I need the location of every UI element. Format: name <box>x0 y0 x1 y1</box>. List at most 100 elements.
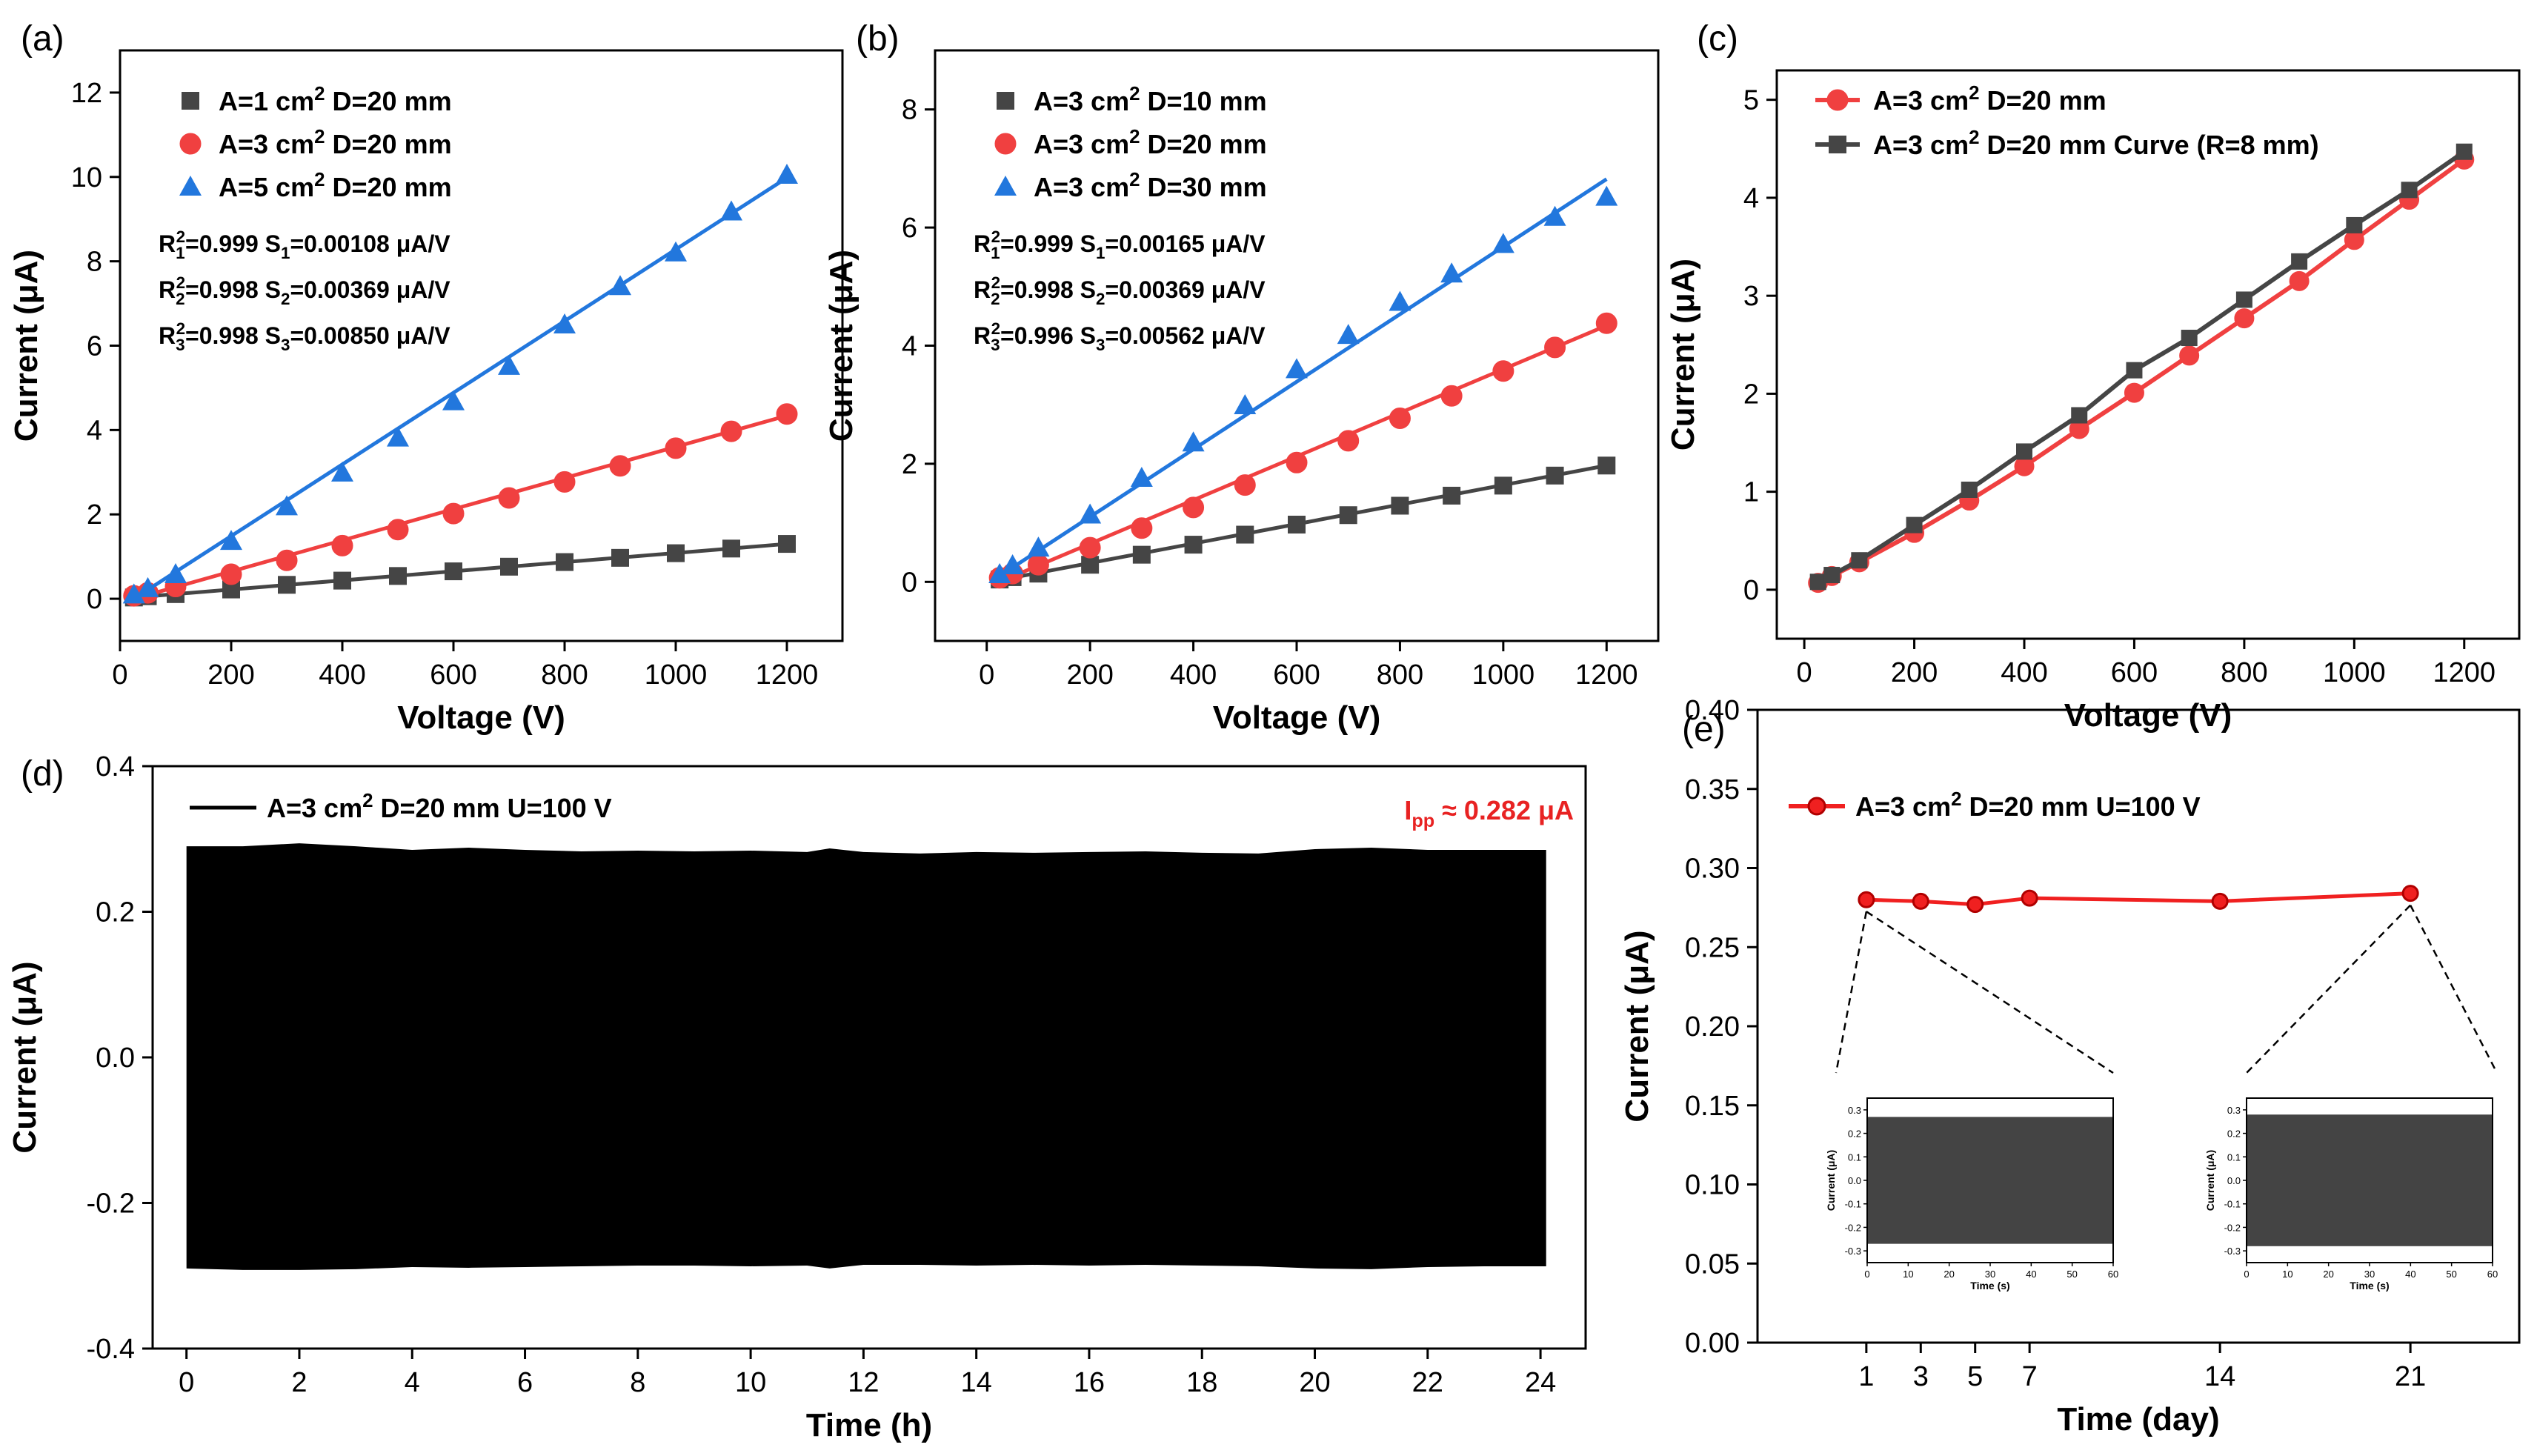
legend-label: A=3 cm2​ D=20 mm U=100 V <box>1855 789 2201 822</box>
inset-y-tick-label: 0.1 <box>2227 1151 2241 1163</box>
data-point-triangle <box>665 241 687 262</box>
panel-label: (a) <box>21 19 64 59</box>
inset-x-tick-label: 20 <box>1944 1269 1954 1280</box>
axes-panel-2: 0 200 400 600 800 1000 1200 0 1 2 3 4 5 Voltage (V) Cu… <box>1665 19 2521 734</box>
data-point-square <box>2401 182 2418 199</box>
data-point-triangle <box>776 163 798 184</box>
x-tick-label: 12 <box>848 1367 879 1398</box>
fit-stat-label: R12=0.999 S1=0.00108 μA/V <box>159 227 450 262</box>
data-point-square <box>1494 476 1512 495</box>
inset-plot-2: 0 10 20 30 40 50 60 -0.3 -0.2 -0.1 0.0 0.1 0.2 0.3 Tim… <box>2204 904 2498 1292</box>
legend-label: A=3 cm2​ D=20 mm Curve (R=8 mm) <box>1873 127 2319 160</box>
legend-label: A=3 cm2​ D=20 mm <box>1873 83 2107 116</box>
x-axis-label: Time (day) <box>2057 1401 2219 1437</box>
x-tick-label: 24 <box>1525 1367 1556 1398</box>
inset-y-tick-label: -0.3 <box>1845 1246 1861 1257</box>
y-tick-label: 3 <box>1743 281 1759 312</box>
y-tick-label: 4 <box>1743 183 1759 214</box>
y-axis-label: Current (μA) <box>823 250 859 442</box>
y-tick-label: 0.35 <box>1685 774 1740 805</box>
y-tick-label: 0 <box>1743 575 1759 606</box>
data-point-triangle <box>1079 503 1102 524</box>
x-tick-label: 7 <box>2022 1361 2038 1392</box>
data-point-triangle <box>442 390 465 410</box>
y-tick-label: -0.4 <box>87 1334 135 1365</box>
data-point-circle <box>1544 336 1566 359</box>
legend-label: A=1 cm2​ D=20 mm <box>219 84 452 116</box>
data-point-triangle <box>1492 233 1514 253</box>
y-axis-label: Current (μA) <box>8 250 44 442</box>
x-tick-label: 4 <box>405 1367 420 1398</box>
y-tick-label: 4 <box>902 331 917 362</box>
data-point-triangle <box>1001 554 1024 574</box>
fit-stat-label: R22=0.998 S2=0.00369 μA/V <box>974 273 1266 308</box>
inset-x-label: Time (s) <box>1970 1280 2009 1292</box>
x-tick-label: 1200 <box>1575 659 1638 691</box>
axes-panel-3: 0 2 4 6 8 10 12 14 16 18 20 22 24-0.4-0.20.00.20.4Ti… <box>7 751 1587 1443</box>
zoom-guide-line <box>2246 904 2412 1074</box>
legend-label: A=3 cm2​ D=20 mm U=100 V <box>267 791 612 823</box>
data-point-triangle <box>609 275 631 296</box>
data-point-triangle <box>553 313 576 334</box>
x-tick-label: 1000 <box>645 659 708 691</box>
data-point-square <box>1081 556 1100 574</box>
plot-frame <box>1775 69 2521 640</box>
ipp-annotation: Ipp ≈ 0.282 μA <box>1404 795 1574 831</box>
inset-x-tick-label: 50 <box>2066 1269 2077 1280</box>
y-tick-label: 1 <box>1743 477 1759 508</box>
y-tick-label: 8 <box>87 247 102 278</box>
data-point-circle <box>1826 89 1849 111</box>
legend-label: A=3 cm2​ D=30 mm <box>1034 170 1267 202</box>
inset-signal-area <box>1868 1117 2112 1244</box>
inset-x-tick-label: 50 <box>2446 1269 2456 1280</box>
zoom-guide-line <box>2410 905 2498 1074</box>
y-tick-label: 10 <box>71 162 102 193</box>
x-tick-label: 8 <box>630 1367 645 1398</box>
inset-y-tick-label: -0.3 <box>2224 1246 2241 1257</box>
data-point-circle <box>553 471 576 493</box>
data-point-circle <box>720 420 742 442</box>
y-tick-label: 0.0 <box>96 1043 135 1074</box>
x-tick-label: 5 <box>1967 1361 1983 1392</box>
y-tick-label: 5 <box>1743 85 1759 116</box>
legend-label: A=3 cm2​ D=20 mm <box>219 127 452 159</box>
data-point-triangle <box>387 426 409 447</box>
panel-label: (e) <box>1682 710 1726 749</box>
inset-x-tick-label: 0 <box>2244 1269 2249 1280</box>
inset-x-tick-label: 40 <box>2026 1269 2036 1280</box>
data-point-square <box>778 535 796 554</box>
data-point-triangle <box>276 495 298 516</box>
y-tick-label: 0.25 <box>1685 932 1740 963</box>
y-tick-label: 0.2 <box>96 897 135 928</box>
data-point-circle <box>1440 385 1463 407</box>
data-point-square <box>445 562 462 581</box>
data-point-triangle <box>720 200 742 221</box>
data-point-triangle <box>1234 393 1257 414</box>
x-tick-label: 0 <box>1797 657 1812 688</box>
inset-x-tick-label: 30 <box>2364 1269 2375 1280</box>
data-point-square <box>2071 407 2088 424</box>
data-point-square <box>2235 291 2252 308</box>
y-tick-label: 8 <box>902 95 917 126</box>
data-point-square <box>1391 496 1409 515</box>
data-point-triangle <box>1130 467 1153 488</box>
x-tick-label: 0 <box>979 659 994 691</box>
data-point-circle <box>498 487 520 509</box>
data-point-square <box>1809 574 1826 591</box>
x-tick-label: 400 <box>1170 659 1217 691</box>
inset-x-tick-label: 40 <box>2405 1269 2415 1280</box>
data-point-triangle <box>164 563 187 584</box>
data-point-circle <box>387 519 409 541</box>
data-point-circle <box>1079 536 1101 559</box>
series-line <box>1817 150 2466 584</box>
data-point-square <box>2126 362 2143 379</box>
x-axis-label: Voltage (V) <box>2064 697 2232 734</box>
inset-y-tick-label: 0.2 <box>2227 1128 2241 1140</box>
zoom-guide-line <box>1866 911 2114 1074</box>
data-point-square <box>1597 456 1616 475</box>
x-tick-label: 6 <box>517 1367 533 1398</box>
data-point-square <box>1851 552 1868 569</box>
data-point-circle <box>1492 360 1514 382</box>
y-tick-label: 0.20 <box>1685 1011 1740 1043</box>
y-tick-label: 0.30 <box>1685 854 1740 885</box>
